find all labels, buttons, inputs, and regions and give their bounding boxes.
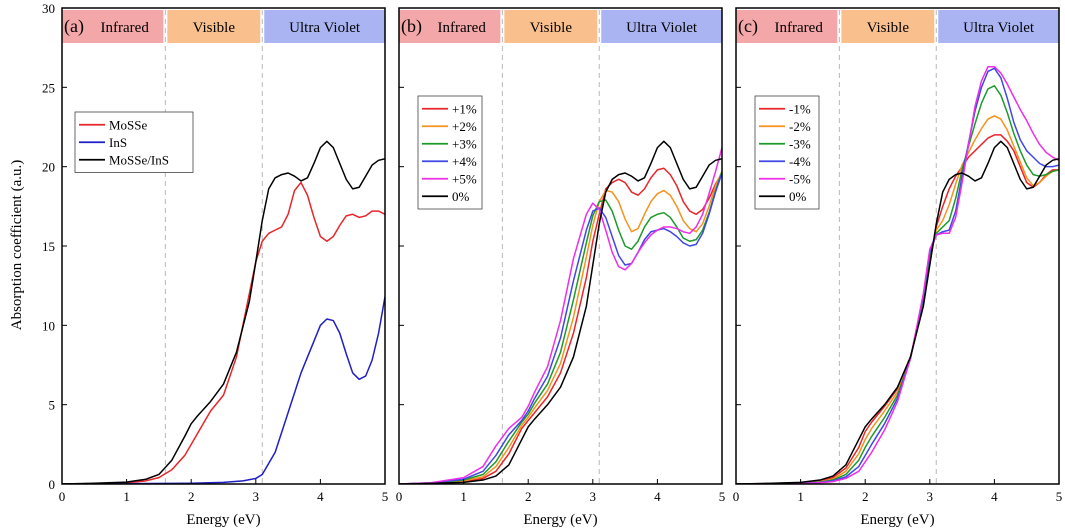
y-tick-label: 15 (42, 239, 55, 254)
region-label-ultra-violet: Ultra Violet (626, 20, 698, 36)
legend-box (417, 95, 483, 210)
legend-entry-label: 0% (452, 189, 470, 204)
panel-label: (a) (64, 16, 84, 37)
y-axis-label: Absorption coefficient (a.u.) (9, 160, 25, 331)
series-line--2--1 (399, 171, 722, 484)
x-tick-label: 2 (525, 489, 532, 504)
x-tick-label: 0 (396, 489, 403, 504)
series-line--2--1 (736, 115, 1059, 484)
x-axis-label: Energy (eV) (186, 512, 260, 528)
region-label-infrared: Infrared (101, 20, 150, 36)
panel-label: (c) (738, 16, 758, 37)
panels-group: Infrared Visible Ultra Violet (a) 0 1 2 3 4 5 Ener… (42, 1, 1062, 528)
series-line--3--2 (736, 85, 1059, 484)
region-band-ultra-violet (264, 10, 385, 43)
x-tick-label: 0 (59, 489, 66, 504)
series-line--4--3 (399, 172, 722, 484)
y-tick-label: 30 (42, 1, 55, 16)
legend-box (754, 95, 820, 210)
region-band-ultra-violet (938, 10, 1059, 43)
y-tick-label: 10 (42, 318, 55, 333)
legend-entry-label: +5% (452, 171, 477, 186)
x-axis-label: Energy (eV) (860, 512, 934, 528)
series-line-ins-1 (62, 296, 385, 484)
x-tick-label: 1 (797, 489, 804, 504)
x-tick-label: 1 (123, 489, 130, 504)
region-band-visible (504, 10, 598, 43)
region-band-infrared (62, 10, 164, 43)
x-tick-label: 5 (1056, 489, 1063, 504)
region-label-visible: Visible (530, 20, 573, 36)
legend-entry-label: -1% (789, 101, 811, 116)
x-tick-label: 5 (382, 489, 389, 504)
region-label-ultra-violet: Ultra Violet (289, 20, 361, 36)
legend-entry-label: -2% (789, 119, 811, 134)
legend-entry-label: -4% (789, 154, 811, 169)
series-line--5--4 (399, 147, 722, 484)
series-line--1--0 (399, 167, 722, 484)
legend-entry-label: -5% (789, 171, 811, 186)
series-line--3--2 (399, 171, 722, 484)
region-band-visible (841, 10, 935, 43)
panel-3: Infrared Visible Ultra Violet (c) 0 1 2 3 4 5 Ener… (733, 7, 1063, 528)
series-group (736, 65, 1059, 484)
y-tick-label: 0 (49, 477, 56, 492)
legend-entry-label: +4% (452, 154, 477, 169)
region-label-visible: Visible (867, 20, 910, 36)
series-line-mosse-ins-2 (62, 140, 385, 484)
series-line--5--4 (736, 65, 1059, 484)
series-line--4--3 (736, 67, 1059, 484)
legend-entry-label: MoSSe/InS (109, 152, 169, 167)
legend: MoSSe InS MoSSe/InS (74, 111, 194, 173)
panel-2: Infrared Visible Ultra Violet (b) 0 1 2 3 4 5 Ener… (396, 7, 726, 528)
x-tick-label: 4 (991, 489, 998, 504)
legend-entry-label: +1% (452, 101, 477, 116)
y-tick-label: 20 (42, 160, 55, 175)
x-tick-label: 3 (927, 489, 934, 504)
series-line-0--5 (736, 140, 1059, 484)
region-label-infrared: Infrared (438, 20, 487, 36)
panel-label: (b) (401, 16, 422, 37)
region-band-ultra-violet (601, 10, 722, 43)
region-band-infrared (399, 10, 501, 43)
legend-entry-label: -3% (789, 136, 811, 151)
region-label-visible: Visible (193, 20, 236, 36)
x-tick-label: 2 (188, 489, 195, 504)
legend-entry-label: InS (109, 135, 127, 150)
x-axis-label: Energy (eV) (523, 512, 597, 528)
series-line-0--5 (399, 140, 722, 484)
x-tick-label: 4 (317, 489, 324, 504)
legend: +1% +2% +3% +4% +5% 0% (417, 95, 483, 210)
y-tick-label: 25 (42, 80, 55, 95)
x-tick-label: 5 (719, 489, 726, 504)
series-group (62, 140, 385, 484)
x-tick-label: 1 (460, 489, 467, 504)
x-tick-label: 3 (253, 489, 260, 504)
x-tick-label: 2 (862, 489, 869, 504)
legend-entry-label: +2% (452, 119, 477, 134)
y-tick-label: 5 (49, 398, 56, 413)
legend: -1% -2% -3% -4% -5% 0% (754, 95, 820, 210)
x-tick-label: 4 (654, 489, 661, 504)
series-line-mosse-0 (62, 181, 385, 484)
series-group (399, 140, 722, 484)
x-tick-label: 0 (733, 489, 740, 504)
legend-entry-label: 0% (789, 189, 807, 204)
region-band-infrared (736, 10, 838, 43)
legend-entry-label: +3% (452, 136, 477, 151)
region-band-visible (167, 10, 261, 43)
region-label-ultra-violet: Ultra Violet (963, 20, 1035, 36)
x-tick-label: 3 (590, 489, 597, 504)
panel-1: Infrared Visible Ultra Violet (a) 0 1 2 3 4 5 Ener… (42, 1, 388, 528)
legend-entry-label: MoSSe (109, 117, 148, 132)
series-line--1--0 (736, 134, 1059, 484)
region-label-infrared: Infrared (775, 20, 824, 36)
